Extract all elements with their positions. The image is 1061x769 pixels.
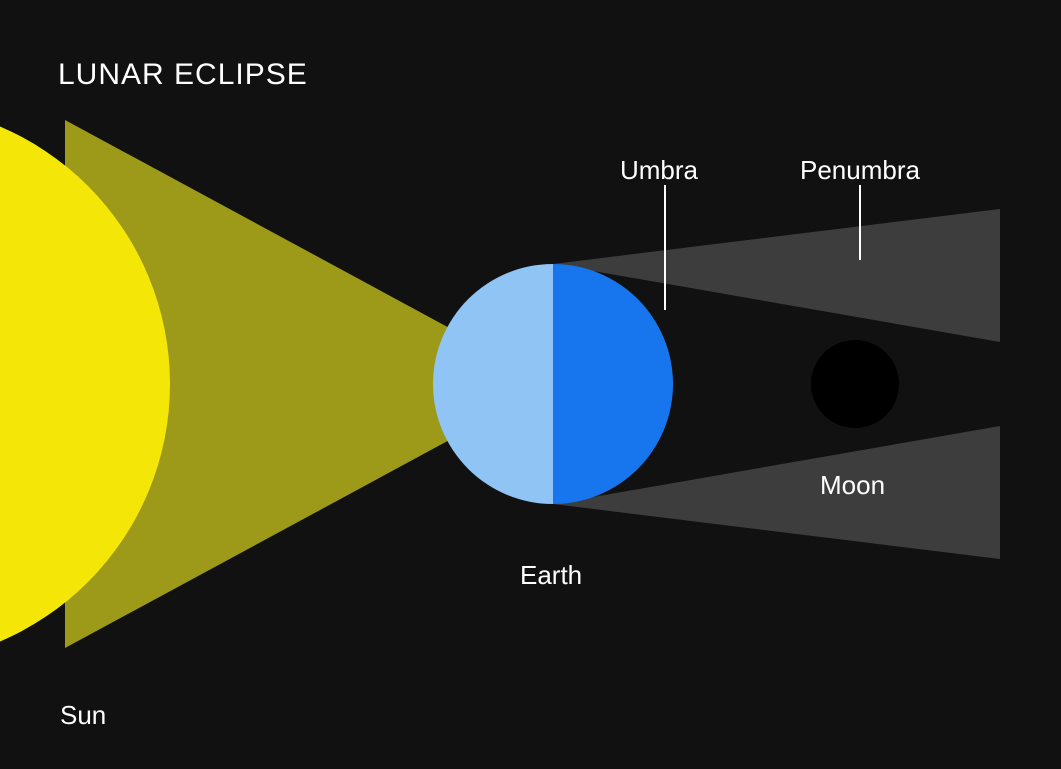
- sun-label: Sun: [60, 700, 106, 731]
- umbra-label: Umbra: [620, 155, 698, 186]
- earth-label: Earth: [520, 560, 582, 591]
- lunar-eclipse-diagram: LUNAR ECLIPSE Sun Earth Moon Umbra Penum…: [0, 0, 1061, 769]
- moon: [811, 340, 899, 428]
- diagram-title: LUNAR ECLIPSE: [58, 58, 308, 92]
- diagram-svg: [0, 0, 1061, 769]
- moon-label: Moon: [820, 470, 885, 501]
- penumbra-label: Penumbra: [800, 155, 920, 186]
